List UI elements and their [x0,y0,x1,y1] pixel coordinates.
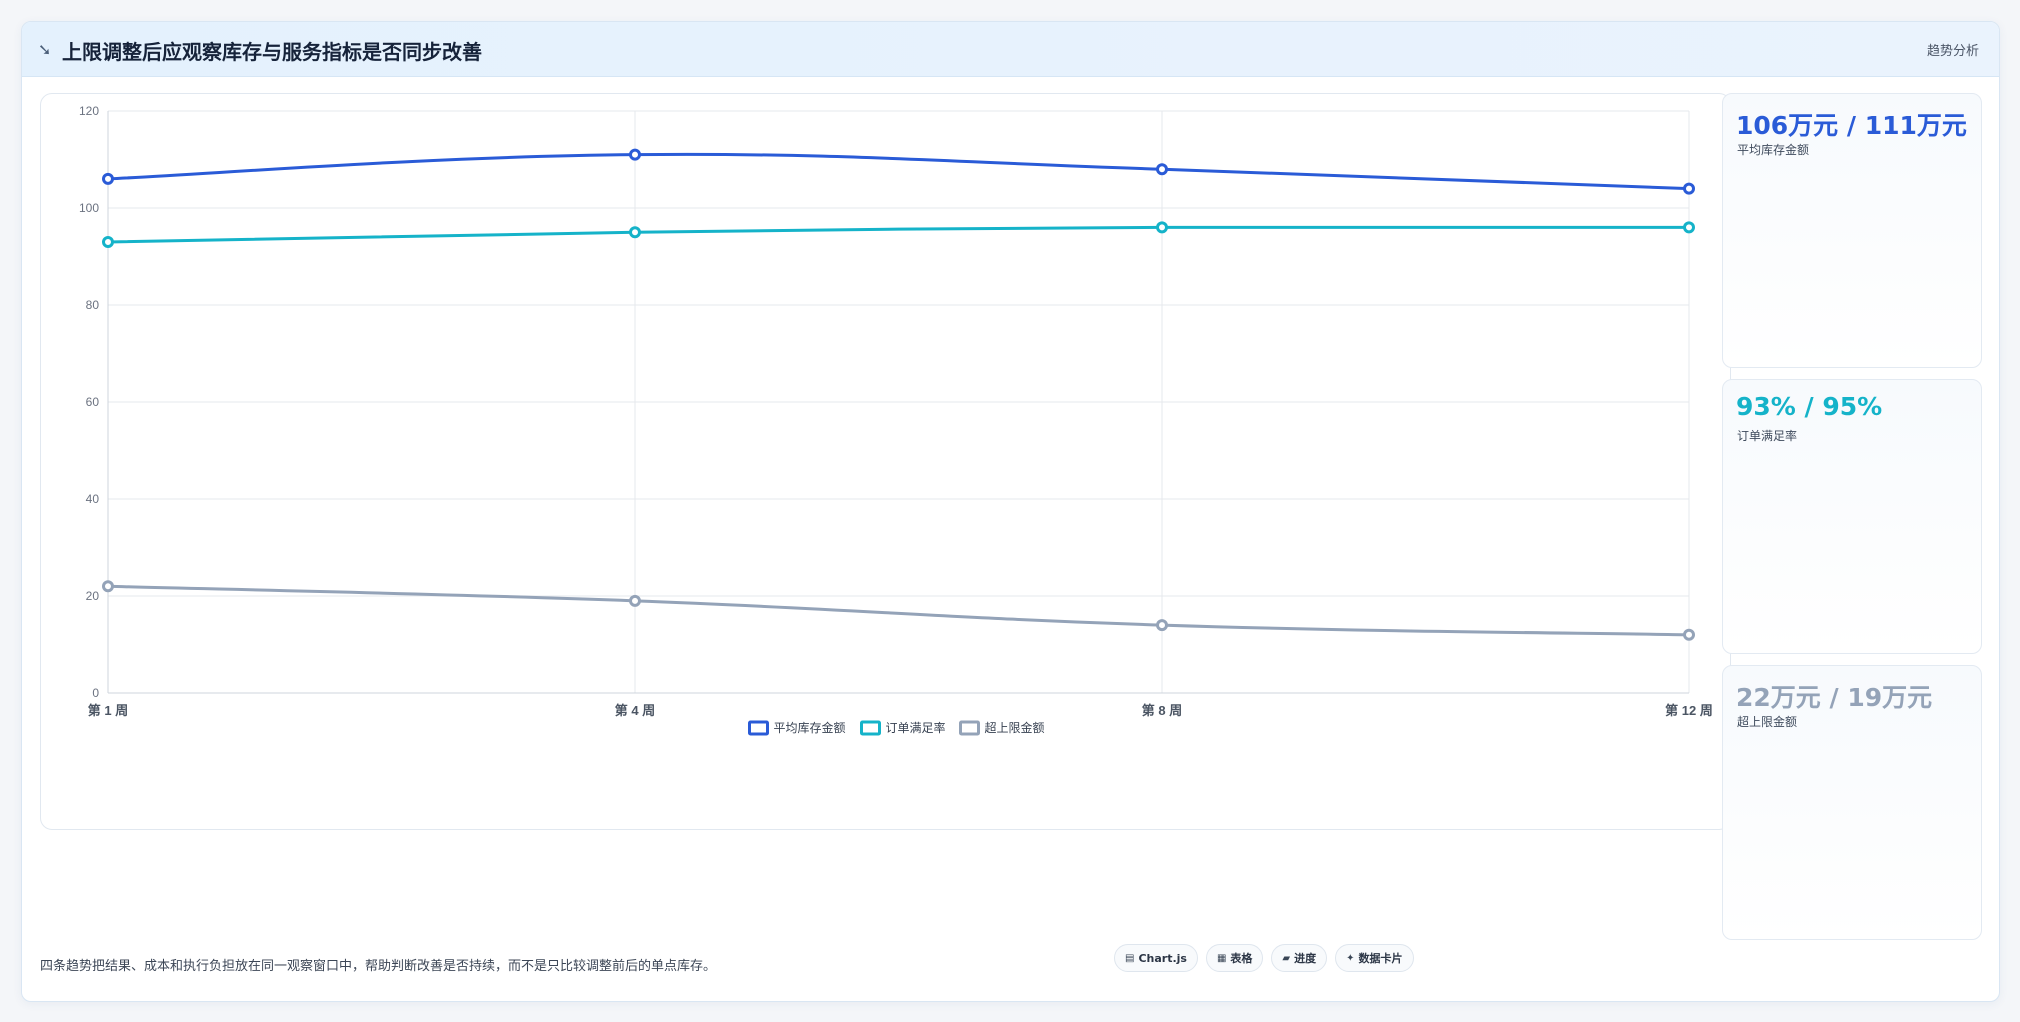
header-tag: 趋势分析 [1926,44,1979,59]
progress-icon: ▰ [1282,952,1291,964]
data-point [1156,619,1168,632]
chip-progress[interactable]: ▰ 进度 [1271,944,1328,972]
y-tick-label: 120 [79,104,99,118]
data-point [1683,182,1695,195]
data-point [1156,163,1168,176]
chart-icon: ▤ [1125,952,1135,964]
data-point [102,580,114,593]
table-icon: ▦ [1216,952,1227,964]
chip-chartjs[interactable]: ▤ Chart.js [1114,944,1198,972]
legend-label: 超上限金额 [985,720,1045,735]
y-tick-label: 60 [86,395,100,409]
y-tick-label: 40 [86,492,100,506]
chart-panel: 0 20 40 60 80 100 120 第 1 周 第 4 周 第 8 周 第 12 周平均库存… [40,93,1731,830]
legend-label: 平均库存金额 [774,720,846,735]
series-line-2 [106,584,1691,637]
stat-value: 93% / 95% [1736,392,1883,421]
y-tick-label: 80 [86,298,100,312]
stat-card-fill-rate: 93% / 95% 订单满足率 [1722,379,1982,654]
stat-label: 超上限金额 [1737,715,1798,729]
y-tick-label: 20 [86,589,100,603]
data-point [1683,628,1695,641]
data-point [102,172,114,185]
card-icon: ✦ [1346,952,1355,964]
chip-label: 进度 [1294,952,1317,965]
series-line-0 [106,152,1691,191]
chip-label: Chart.js [1138,951,1187,965]
stat-card-inventory: 106万元 / 111万元 平均库存金额 [1722,93,1982,368]
data-point [629,226,641,239]
y-tick-label: 0 [92,686,99,700]
x-tick-label: 第 1 周 [88,703,128,718]
chip-label: 数据卡片 [1358,952,1403,965]
line-chart: 0 20 40 60 80 100 120 第 1 周 第 4 周 第 8 周 第 12 周平均库存… [79,104,1713,736]
stat-label: 订单满足率 [1737,429,1798,443]
stat-card-over-limit: 22万元 / 19万元 超上限金额 [1722,665,1982,940]
x-tick-label: 第 12 周 [1665,703,1713,718]
legend-swatch [860,720,881,736]
y-tick-label: 100 [79,201,99,215]
data-point [629,594,641,607]
card-header: ➘ 上限调整后应观察库存与服务指标是否同步改善 趋势分析 [22,22,1999,77]
data-point [102,235,114,248]
footnote: 四条趋势把结果、成本和执行负担放在同一观察窗口中，帮助判断改善是否持续，而不是只… [40,959,717,974]
chip-table[interactable]: ▦ 表格 [1205,944,1264,972]
legend-swatch [959,720,980,736]
series-line-1 [106,225,1691,244]
chip-label: 表格 [1230,952,1253,965]
stat-value: 106万元 / 111万元 [1736,111,1967,140]
data-point [1683,221,1695,234]
tech-chips: ▤ Chart.js ▦ 表格 ▰ 进度 ✦ 数据卡片 [1114,944,1414,972]
data-point [1156,221,1168,234]
stat-value: 22万元 / 19万元 [1736,683,1933,712]
legend-swatch [748,720,769,736]
satellite-icon: ➘ [38,40,52,59]
dashboard-card: ➘ 上限调整后应观察库存与服务指标是否同步改善 趋势分析 0 20 40 60 80 10… [21,21,2000,1002]
x-tick-label: 第 8 周 [1142,703,1182,718]
stat-label: 平均库存金额 [1737,143,1810,157]
x-tick-label: 第 4 周 [615,703,655,718]
legend-label: 订单满足率 [886,720,946,735]
chip-data-card[interactable]: ✦ 数据卡片 [1335,944,1414,972]
page-title: 上限调整后应观察库存与服务指标是否同步改善 [62,40,482,64]
data-point [629,148,641,161]
